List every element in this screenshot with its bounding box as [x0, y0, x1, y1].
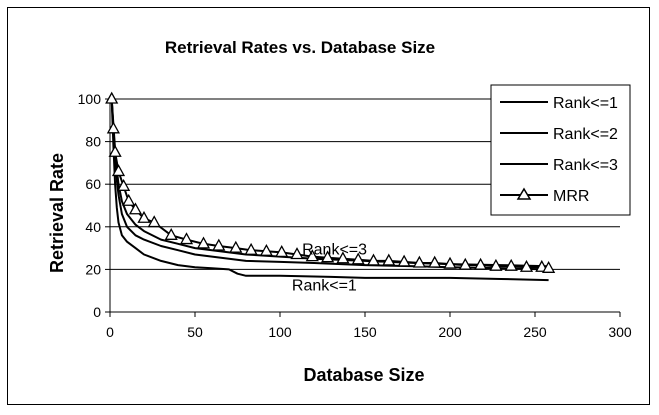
- series-marker-mrr-7: [137, 210, 151, 223]
- y-tick-label-60: 60: [85, 176, 101, 192]
- series-marker-mrr-30: [489, 258, 503, 271]
- series-marker-mrr-1: [106, 121, 120, 134]
- x-tick-label-0: 0: [106, 324, 114, 340]
- series-marker-mrr-19: [321, 250, 335, 263]
- x-tick-label-250: 250: [523, 324, 547, 340]
- series-line-rank1: [110, 98, 549, 282]
- y-tick-label-40: 40: [85, 219, 101, 235]
- legend: Rank<=1 Rank<=2 Rank<=3 MRR: [490, 84, 631, 216]
- x-tick-label-100: 100: [268, 324, 292, 340]
- series-marker-mrr-32: [519, 259, 534, 272]
- x-tick-label-200: 200: [438, 324, 462, 340]
- series-marker-mrr-9: [164, 227, 178, 240]
- series-marker-mrr-4: [117, 178, 131, 191]
- series-layer: [105, 91, 556, 282]
- y-tick-label-100: 100: [78, 91, 102, 107]
- legend-marker-mrr: [516, 187, 532, 200]
- series-marker-mrr-3: [111, 164, 126, 177]
- x-tick-label-300: 300: [608, 324, 632, 340]
- series-marker-mrr-31: [504, 258, 518, 271]
- y-axis-label: Retrieval Rate: [47, 153, 67, 273]
- axes: [105, 98, 621, 317]
- legend-box: [490, 84, 631, 216]
- series-marker-mrr-28: [458, 257, 472, 270]
- series-marker-mrr-16: [275, 245, 289, 258]
- series-marker-mrr-11: [196, 236, 211, 249]
- series-marker-mrr-20: [336, 251, 350, 264]
- series-marker-mrr-18: [305, 249, 319, 262]
- series-marker-mrr-12: [212, 238, 226, 251]
- y-tick-label-80: 80: [85, 134, 101, 150]
- series-marker-mrr-14: [244, 242, 258, 255]
- series-marker-mrr-27: [443, 256, 457, 269]
- series-marker-mrr-23: [382, 253, 396, 266]
- series-marker-mrr-24: [397, 254, 411, 267]
- series-marker-mrr-13: [229, 240, 243, 253]
- chart-title: Retrieval Rates vs. Database Size: [165, 38, 435, 57]
- legend-label-rank2: Rank<=2: [553, 126, 618, 143]
- series-marker-mrr-8: [147, 215, 161, 228]
- series-marker-mrr-25: [412, 255, 426, 268]
- series-marker-mrr-26: [428, 255, 442, 268]
- x-axis-label: Database Size: [303, 365, 424, 385]
- x-tick-label-150: 150: [353, 324, 377, 340]
- series-marker-mrr-29: [474, 257, 488, 270]
- series-marker-mrr-22: [366, 253, 381, 266]
- tick-labels: 0 20 40 60 80 100 0 50 100 150 200 250 300: [78, 91, 632, 340]
- series-marker-mrr-5: [122, 193, 136, 206]
- series-marker-mrr-21: [351, 252, 365, 265]
- series-marker-mrr-6: [128, 202, 143, 215]
- series-marker-mrr-2: [108, 144, 122, 157]
- legend-label-rank3: Rank<=3: [553, 157, 618, 174]
- legend-label-rank1: Rank<=1: [553, 95, 618, 112]
- y-tick-label-20: 20: [85, 261, 101, 277]
- x-tick-label-50: 50: [187, 324, 203, 340]
- series-marker-mrr-34: [542, 260, 556, 273]
- y-tick-label-0: 0: [93, 304, 101, 320]
- annotation-rank1: Rank<=1: [292, 278, 357, 295]
- series-marker-mrr-0: [105, 91, 119, 104]
- series-marker-mrr-17: [290, 247, 304, 260]
- series-line-rank2: [110, 98, 549, 271]
- series-marker-mrr-15: [259, 243, 273, 256]
- legend-label-mrr: MRR: [553, 188, 589, 205]
- annotation-rank3: Rank<=3: [302, 241, 367, 258]
- series-marker-mrr-10: [179, 232, 194, 245]
